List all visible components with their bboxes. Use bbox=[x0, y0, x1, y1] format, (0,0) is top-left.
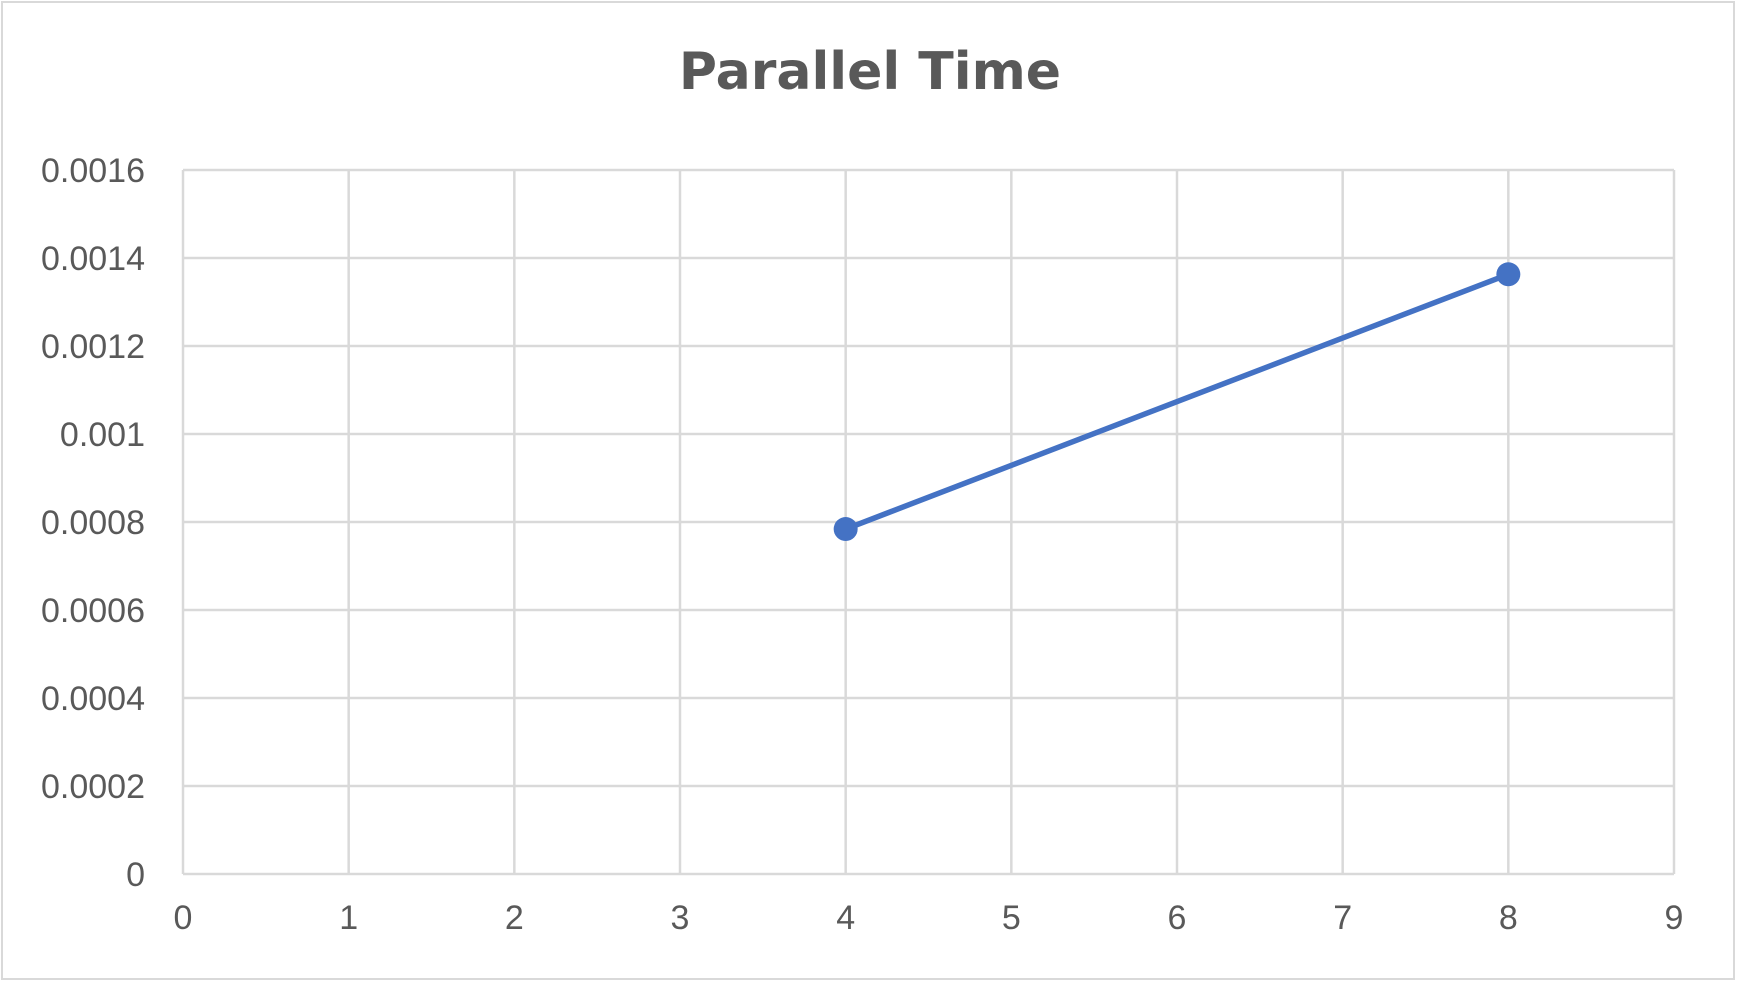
horizontal-gridlines bbox=[183, 168, 1674, 876]
x-tick-label: 8 bbox=[1499, 899, 1518, 937]
x-axis-tick-labels: 0 1 2 3 4 5 6 7 8 9 bbox=[174, 899, 1684, 937]
series-group bbox=[833, 262, 1521, 542]
y-tick-label: 0.0014 bbox=[41, 240, 145, 278]
y-axis-tick-labels: 0 0.0002 0.0004 0.0006 0.0008 0.001 0.0012 0.00… bbox=[41, 152, 145, 894]
x-tick-label: 0 bbox=[174, 899, 193, 937]
y-tick-label: 0.001 bbox=[60, 416, 145, 454]
x-tick-label: 4 bbox=[836, 899, 855, 937]
y-tick-label: 0 bbox=[126, 856, 145, 894]
x-tick-label: 5 bbox=[1002, 899, 1021, 937]
chart-title: Parallel Time bbox=[678, 42, 1062, 102]
data-point bbox=[833, 517, 858, 542]
x-tick-label: 9 bbox=[1665, 899, 1684, 937]
x-tick-label: 6 bbox=[1168, 899, 1187, 937]
y-tick-label: 0.0012 bbox=[41, 328, 145, 366]
y-tick-label: 0.0006 bbox=[41, 592, 145, 630]
series-line bbox=[842, 271, 1512, 532]
data-point bbox=[1496, 262, 1521, 287]
x-tick-label: 3 bbox=[671, 899, 690, 937]
x-tick-label: 2 bbox=[505, 899, 524, 937]
x-tick-label: 1 bbox=[339, 899, 358, 937]
y-tick-label: 0.0008 bbox=[41, 504, 145, 542]
y-tick-label: 0.0002 bbox=[41, 768, 145, 806]
y-tick-label: 0.0016 bbox=[41, 152, 145, 190]
x-tick-label: 7 bbox=[1333, 899, 1352, 937]
y-tick-label: 0.0004 bbox=[41, 680, 145, 718]
